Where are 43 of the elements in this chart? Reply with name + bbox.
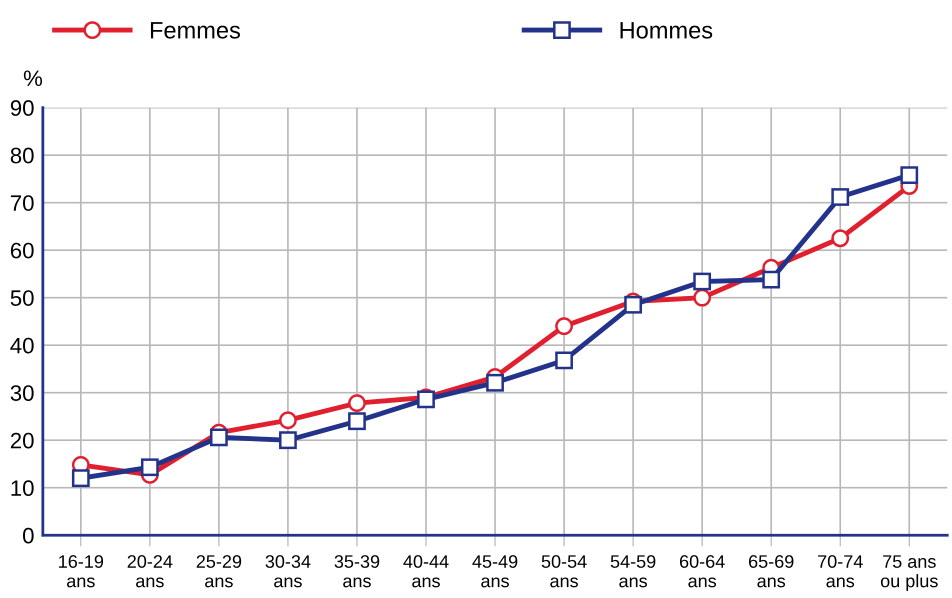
x-tick-label: 50-54 ans <box>542 555 587 588</box>
point <box>72 469 90 488</box>
legend-label: Hommes <box>620 22 712 39</box>
point <box>140 458 159 476</box>
legend-label: Femmes <box>150 22 240 39</box>
y-tick-label: 80 <box>10 148 34 164</box>
point <box>348 412 366 430</box>
point <box>900 166 918 184</box>
point <box>624 296 642 314</box>
y-tick-label: 0 <box>23 528 34 544</box>
x-tick-label: 40-44 ans <box>403 555 449 588</box>
x-tick-label: 16-19 ans <box>59 555 104 588</box>
y-tick-label: 70 <box>10 195 34 211</box>
point <box>486 374 504 392</box>
x-tick-label: 35-39 ans <box>334 555 380 588</box>
point <box>555 351 573 370</box>
point <box>210 428 228 446</box>
point <box>831 188 850 206</box>
y-tick-label: 60 <box>10 242 34 258</box>
point <box>279 431 297 450</box>
x-tick-label: 54-59 ans <box>610 555 656 588</box>
y-tick-label: 10 <box>11 480 34 496</box>
x-tick-label: 25-29 ans <box>196 555 242 588</box>
point <box>762 270 780 289</box>
point <box>693 288 712 307</box>
y-tick-label: 20 <box>10 432 34 448</box>
x-tick-label: 20-24 ans <box>128 555 172 588</box>
x-tick-label: 45-49 ans <box>472 555 518 588</box>
y-tick-label: 40 <box>10 338 34 354</box>
y-tick-label: 50 <box>10 290 34 306</box>
x-tick-label: 30-34 ans <box>266 555 310 588</box>
y-tick-label: 30 <box>10 385 34 401</box>
y-tick-label: 90 <box>10 100 34 116</box>
point <box>693 272 712 290</box>
point <box>831 229 850 248</box>
x-tick-label: 70-74 ans <box>818 555 863 588</box>
x-tick-label: 60-64 ans <box>680 555 725 588</box>
y-axis-title: % <box>24 70 42 86</box>
x-tick-label: 75 ans ou plus <box>880 555 938 591</box>
point <box>555 317 573 336</box>
point <box>279 411 297 430</box>
point <box>348 394 366 412</box>
x-tick-label: 65-69 ans <box>749 555 794 588</box>
